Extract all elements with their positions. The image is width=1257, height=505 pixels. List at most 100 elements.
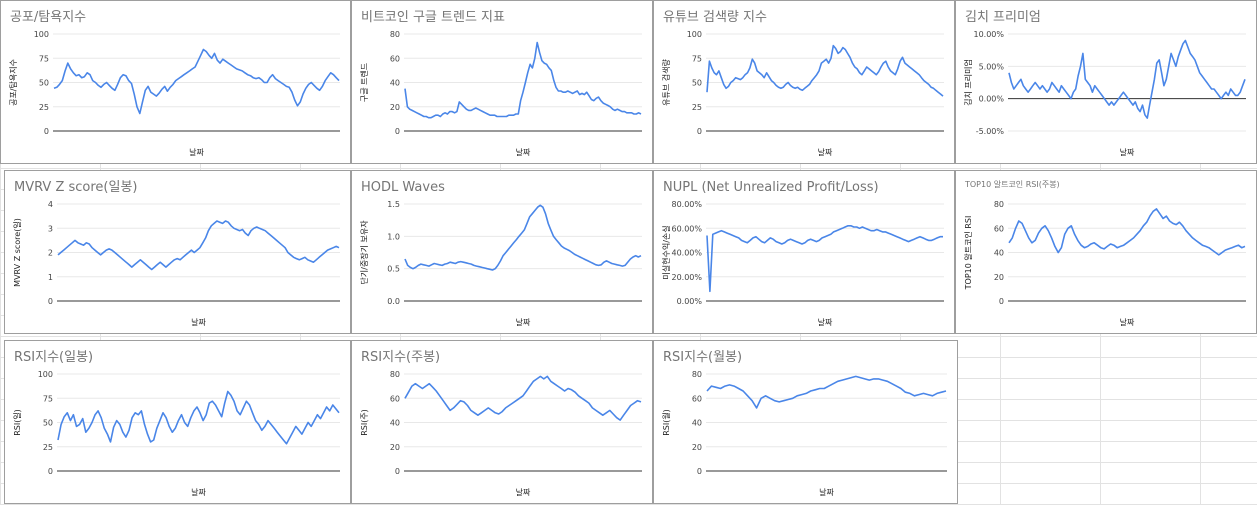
chart-svg-rsi-weekly: RSI지수(주봉) 0 20 40 60 80 RSI(주) 날짜 [360, 350, 642, 497]
y-tick-label: 20 [390, 103, 400, 112]
y-tick-label: 80.00% [671, 200, 702, 209]
y-tick-label: 25 [39, 103, 49, 112]
chart-svg-mvrv: MVRV Z score(일봉) 0 1 2 3 4 MVRV Z score(일) 날짜 [13, 180, 340, 327]
y-tick-label: 0 [697, 467, 702, 476]
y-tick-label: 60 [390, 394, 400, 403]
y-tick-label: 50 [43, 419, 53, 428]
y-tick-label: 100 [687, 30, 702, 39]
y-tick-label: 100 [38, 370, 53, 379]
series-line [53, 48, 340, 115]
y-tick-label: 60 [994, 224, 1004, 233]
y-axis-label: RSI(일) [13, 409, 22, 436]
chart-panel-rsi-weekly[interactable]: RSI지수(주봉) 0 20 40 60 80 RSI(주) 날짜 [351, 340, 653, 504]
series-line [706, 224, 943, 293]
y-tick-label: 60 [692, 394, 702, 403]
chart-panel-kimchi[interactable]: 김치 프리미엄 -5.00% 0.00% 5.00% 10.00% 김치 프리미엄 날짜 [955, 0, 1257, 164]
chart-title: RSI지수(주봉) [361, 350, 440, 365]
chart-panel-mvrv[interactable]: MVRV Z score(일봉) 0 1 2 3 4 MVRV Z score(일) 날짜 [4, 170, 351, 334]
y-tick-label: 2 [48, 249, 53, 258]
chart-svg-rsi-monthly: RSI지수(월봉) 0 20 40 60 80 RSI(월) 날짜 [661, 350, 947, 497]
chart-panel-rsi-daily[interactable]: RSI지수(일봉) 0 25 50 75 100 RSI(일) 날짜 [4, 340, 351, 504]
series-line [404, 41, 642, 119]
y-tick-label: 80 [692, 370, 702, 379]
y-tick-label: 75 [692, 54, 702, 63]
y-tick-label: 40 [994, 249, 1004, 258]
chart-title: HODL Waves [361, 180, 445, 195]
chart-panel-hodl[interactable]: HODL Waves 0.0 0.5 1.0 1.5 단기/중장기 보유자 날짜 [351, 170, 653, 334]
x-axis-label: 날짜 [818, 317, 833, 327]
y-tick-label: 50 [692, 79, 702, 88]
chart-svg-nupl: NUPL (Net Unrealized Profit/Loss) 0.00% 20… [661, 180, 944, 327]
y-tick-label: 60 [390, 54, 400, 63]
y-tick-label: 40 [390, 79, 400, 88]
x-axis-label: 날짜 [1120, 317, 1135, 327]
chart-title: 공포/탐욕지수 [10, 10, 86, 25]
x-axis-label: 날짜 [189, 147, 204, 157]
y-tick-label: 0 [48, 467, 53, 476]
y-axis-label: MVRV Z score(일) [13, 218, 22, 287]
chart-title: 비트코인 구글 트렌드 지표 [361, 10, 505, 25]
chart-title: NUPL (Net Unrealized Profit/Loss) [663, 180, 879, 195]
x-axis-label: 날짜 [191, 487, 206, 497]
y-axis-label: 공포/탐욕지수 [8, 59, 18, 106]
y-tick-label: 20.00% [671, 273, 702, 282]
y-tick-label: 0.00% [979, 95, 1005, 104]
y-axis-label: 김치 프리미엄 [963, 59, 973, 106]
y-tick-label: 80 [390, 30, 400, 39]
y-axis-label: RSI(월) [661, 409, 671, 436]
y-tick-label: 75 [43, 394, 53, 403]
y-tick-label: 20 [390, 443, 400, 452]
y-tick-label: 0 [999, 297, 1004, 306]
y-tick-label: 20 [994, 273, 1004, 282]
y-tick-label: 60.00% [671, 224, 702, 233]
y-tick-label: -5.00% [976, 127, 1005, 136]
x-axis-label: 날짜 [516, 487, 531, 497]
y-tick-label: 1 [48, 273, 53, 282]
series-line [404, 375, 642, 421]
y-tick-label: 0 [697, 127, 702, 136]
y-axis-label: TOP10 알트코인 RSI [963, 216, 973, 291]
y-axis-label: 단기/중장기 보유자 [359, 220, 369, 285]
x-axis-label: 날짜 [818, 147, 833, 157]
series-line [404, 204, 642, 271]
y-tick-label: 4 [48, 200, 53, 209]
y-tick-label: 80 [390, 370, 400, 379]
y-tick-label: 25 [692, 103, 702, 112]
series-line [706, 44, 944, 97]
chart-title: 김치 프리미엄 [965, 10, 1041, 25]
chart-panel-altcoin-rsi[interactable]: TOP10 알트코인 RSI(주봉) 0 20 40 60 80 TOP10 알트코인 RS… [955, 170, 1257, 334]
chart-panel-rsi-monthly[interactable]: RSI지수(월봉) 0 20 40 60 80 RSI(월) 날짜 [653, 340, 958, 504]
y-tick-label: 100 [34, 30, 49, 39]
y-tick-label: 0 [395, 467, 400, 476]
chart-title: RSI지수(일봉) [14, 350, 93, 365]
x-axis-label: 날짜 [516, 147, 531, 157]
chart-panel-nupl[interactable]: NUPL (Net Unrealized Profit/Loss) 0.00% 20… [653, 170, 955, 334]
y-tick-label: 0.00% [677, 297, 703, 306]
y-tick-label: 0 [44, 127, 49, 136]
y-tick-label: 20 [692, 443, 702, 452]
chart-svg-altcoin-rsi: TOP10 알트코인 RSI(주봉) 0 20 40 60 80 TOP10 알트코인 RS… [963, 179, 1246, 327]
x-axis-label: 날짜 [1120, 147, 1135, 157]
x-axis-label: 날짜 [516, 317, 531, 327]
y-tick-label: 50 [39, 79, 49, 88]
series-line [1008, 208, 1246, 256]
y-tick-label: 75 [39, 54, 49, 63]
y-tick-label: 0 [395, 127, 400, 136]
x-axis-label: 날짜 [191, 317, 206, 327]
chart-panel-google-trends[interactable]: 비트코인 구글 트렌드 지표 0 20 40 60 80 구글 트렌드 날짜 [351, 0, 653, 164]
series-line [57, 220, 340, 271]
chart-title: MVRV Z score(일봉) [14, 180, 138, 195]
series-line [57, 390, 340, 445]
chart-title: RSI지수(월봉) [663, 350, 742, 365]
chart-panel-youtube[interactable]: 유튜브 검색량 지수 0 25 50 75 100 유튜브 검색량 날짜 [653, 0, 955, 164]
y-axis-label: 미실현수익/손실 [661, 225, 671, 279]
y-tick-label: 10.00% [973, 30, 1004, 39]
y-tick-label: 1.5 [387, 200, 400, 209]
y-tick-label: 40 [390, 419, 400, 428]
